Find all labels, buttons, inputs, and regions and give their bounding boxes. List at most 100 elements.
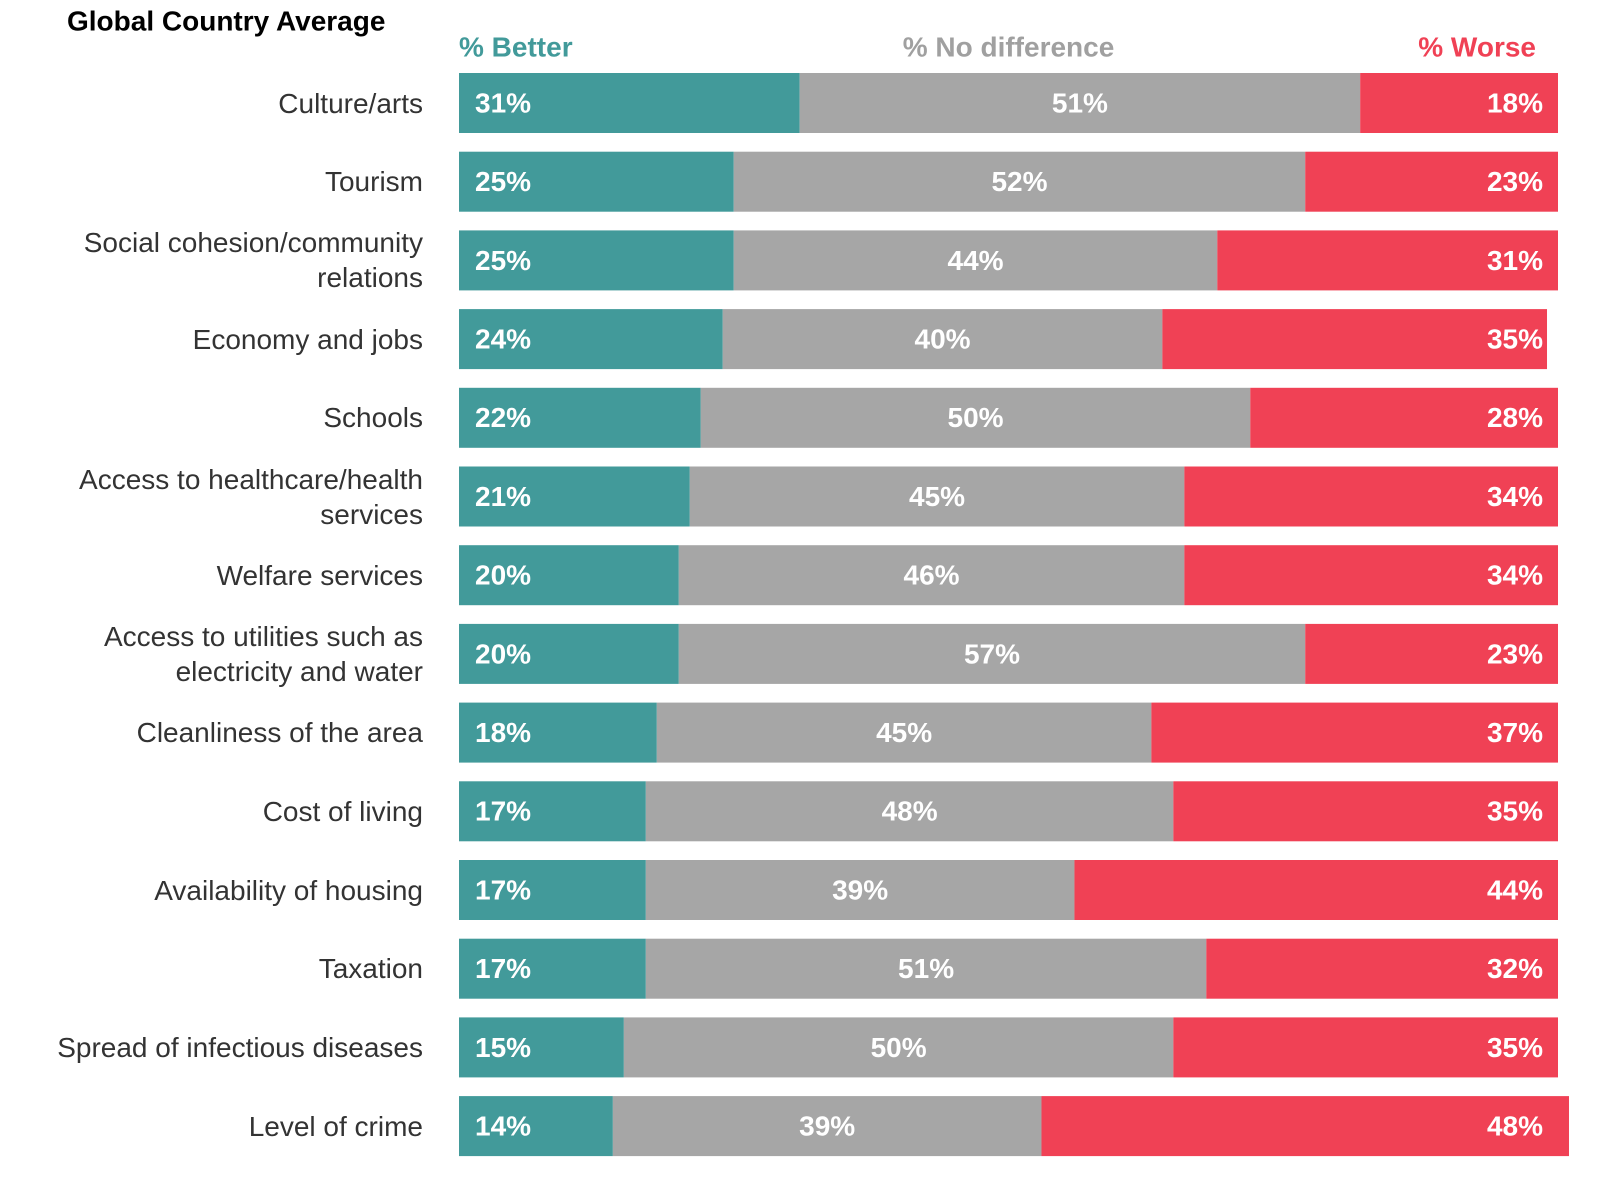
value-label: 35% (1487, 796, 1543, 827)
bar-segment (612, 1096, 1042, 1157)
bar-segment (733, 151, 1306, 212)
value-label: 46% (904, 560, 960, 591)
value-label: 52% (991, 166, 1047, 197)
value-label: 44% (1487, 874, 1543, 905)
value-label: 31% (1487, 245, 1543, 276)
value-label: 17% (475, 874, 531, 905)
value-label: 51% (1052, 87, 1108, 118)
category-label: Cost of living (0, 772, 423, 850)
bar-segment (678, 623, 1306, 684)
value-label: 34% (1487, 560, 1543, 591)
bar-segment (459, 702, 657, 763)
bar-segment (733, 230, 1218, 291)
category-label: Availability of housing (0, 851, 423, 929)
bar-segment (1206, 938, 1558, 999)
category-text: Cleanliness of the area (136, 717, 423, 749)
bar-segment (1151, 702, 1558, 763)
bar-segment (459, 309, 723, 370)
bar-segment (722, 309, 1163, 370)
bar-segment (459, 860, 646, 920)
bar-segment (656, 702, 1152, 763)
value-label: 23% (1487, 166, 1543, 197)
value-label: 22% (475, 402, 531, 433)
bar-segment (1184, 545, 1558, 606)
value-label: 48% (1487, 1110, 1543, 1141)
bar-segment (459, 73, 800, 133)
bar-segment (1305, 623, 1558, 684)
value-label: 20% (475, 560, 531, 591)
category-text: Access to healthcare/health services (79, 463, 423, 530)
category-label: Cleanliness of the area (0, 694, 423, 772)
category-label: Social cohesion/community relations (0, 221, 423, 299)
value-label: 32% (1487, 953, 1543, 984)
category-label: Level of crime (0, 1087, 423, 1165)
value-label: 45% (876, 717, 932, 748)
bar-segment (1217, 230, 1558, 291)
bar-segment (459, 1096, 613, 1157)
category-label: Welfare services (0, 536, 423, 614)
value-label: 39% (832, 874, 888, 905)
value-label: 17% (475, 953, 531, 984)
category-text: Taxation (318, 953, 423, 985)
bar-segment (1162, 309, 1548, 370)
category-label: Taxation (0, 930, 423, 1008)
bar-segment (1360, 73, 1558, 133)
value-label: 35% (1487, 1032, 1543, 1063)
category-text: Welfare services (216, 559, 423, 591)
legend-label: % Better (459, 31, 573, 62)
bar-segment (459, 545, 679, 606)
bar-segment (1173, 781, 1558, 842)
value-label: 17% (475, 796, 531, 827)
value-label: 50% (948, 402, 1004, 433)
value-label: 35% (1487, 323, 1543, 354)
value-label: 25% (475, 245, 531, 276)
value-label: 51% (898, 953, 954, 984)
bar-segment (459, 151, 734, 212)
chart-title: Global Country Average (67, 5, 385, 36)
value-label: 23% (1487, 638, 1543, 669)
bar-segment (1250, 387, 1558, 448)
value-label: 44% (948, 245, 1004, 276)
bar-segment (459, 623, 679, 684)
value-label: 21% (475, 481, 531, 512)
bar-segment (459, 466, 690, 527)
category-text: Culture/arts (278, 87, 423, 119)
bar-segment (799, 73, 1361, 133)
bar-segment (1305, 151, 1558, 212)
value-label: 15% (475, 1032, 531, 1063)
value-label: 20% (475, 638, 531, 669)
bar-segment (459, 387, 701, 448)
bar-segment (645, 860, 1075, 920)
category-text: Spread of infectious diseases (57, 1031, 423, 1063)
bar-segment (645, 781, 1174, 842)
category-text: Availability of housing (154, 874, 423, 906)
category-label: Culture/arts (0, 64, 423, 142)
value-label: 34% (1487, 481, 1543, 512)
category-text: Access to utilities such as electricity … (103, 620, 423, 687)
value-label: 24% (475, 323, 531, 354)
value-label: 39% (799, 1110, 855, 1141)
category-text: Tourism (324, 166, 423, 198)
value-label: 57% (964, 638, 1020, 669)
category-text: Cost of living (262, 795, 423, 827)
bar-segment (645, 938, 1207, 999)
value-label: 40% (915, 323, 971, 354)
bar-segment (623, 1017, 1174, 1078)
category-text: Level of crime (248, 1110, 423, 1142)
bar-segment (459, 938, 646, 999)
bar-segment (689, 466, 1185, 527)
bar-segment (700, 387, 1251, 448)
bar-segment (1041, 1096, 1569, 1157)
bar-segment (1184, 466, 1558, 527)
value-label: 48% (882, 796, 938, 827)
value-label: 45% (909, 481, 965, 512)
bar-segment (459, 230, 734, 291)
value-label: 25% (475, 166, 531, 197)
bar-segment (1074, 860, 1558, 920)
category-label: Access to healthcare/health services (0, 458, 423, 536)
value-label: 50% (871, 1032, 927, 1063)
bar-segment (459, 1017, 624, 1078)
category-text: Economy and jobs (192, 323, 423, 355)
bar-segment (1173, 1017, 1558, 1078)
